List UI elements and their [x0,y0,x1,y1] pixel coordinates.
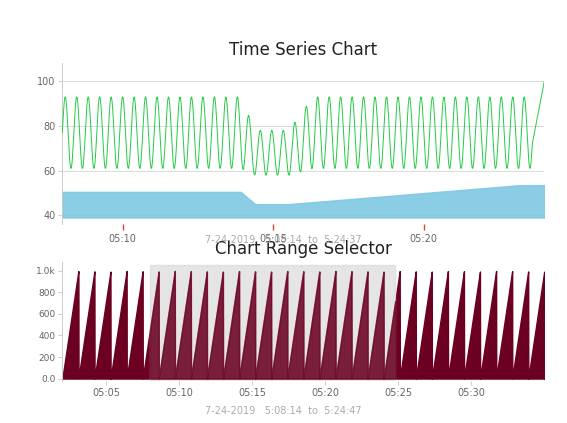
Bar [150,266,395,382]
Title: Chart Range Selector: Chart Range Selector [215,240,392,258]
Text: 7-24-2019   5:08:14  to  5:24:47: 7-24-2019 5:08:14 to 5:24:47 [205,406,362,416]
Text: 7-24-2019   5:08:14  to  5:24:37: 7-24-2019 5:08:14 to 5:24:37 [205,235,362,245]
Title: Time Series Chart: Time Series Chart [229,41,378,59]
